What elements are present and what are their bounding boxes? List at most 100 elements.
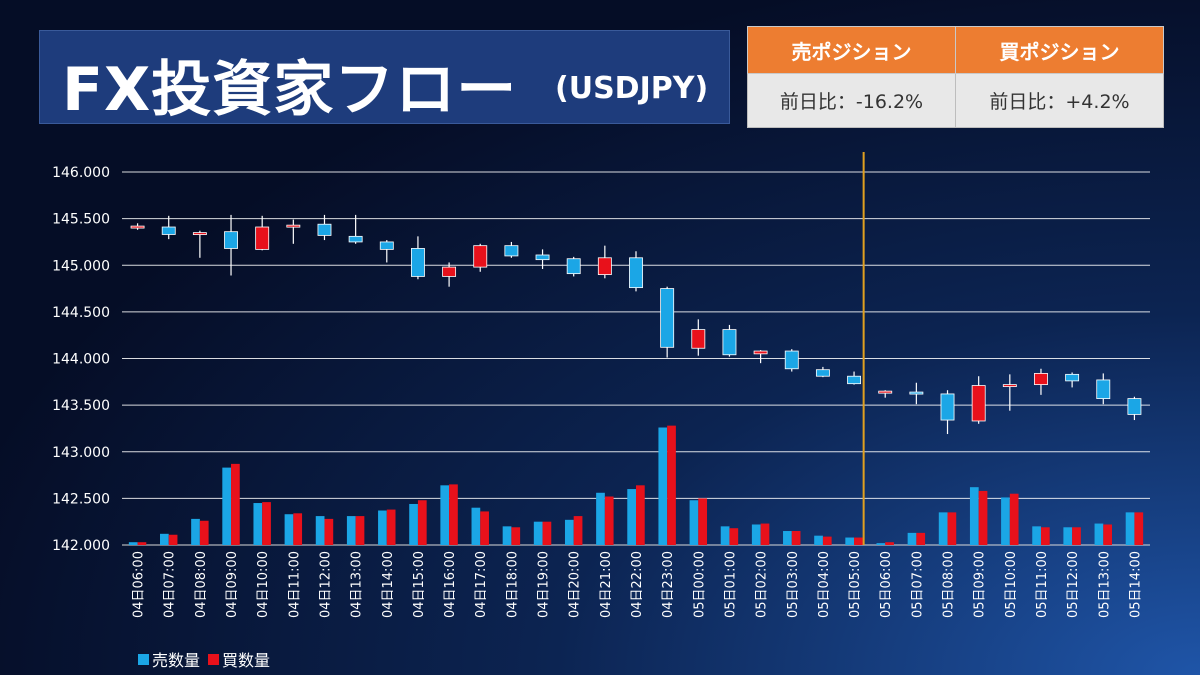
x-tick-label: 04日11:00: [287, 551, 302, 618]
buy-volume-bar: [978, 490, 988, 545]
x-tick-label: 04日22:00: [630, 551, 645, 618]
candle-body: [1065, 373, 1080, 382]
candle-body: [473, 245, 488, 268]
buy-volume-bar: [1134, 512, 1144, 545]
y-tick-label: 142.500: [52, 491, 110, 507]
x-tick-label: 04日15:00: [412, 551, 427, 618]
buy-volume-bar: [449, 484, 458, 545]
legend-sell: 売数量: [138, 647, 200, 671]
sell-position-header: 売ポジション: [747, 26, 956, 74]
x-tick-label: 04日09:00: [225, 551, 240, 618]
candle-body: [1096, 379, 1111, 399]
x-tick-label: 05日02:00: [755, 551, 770, 618]
sell-volume-bar: [533, 521, 543, 545]
sell-volume-bar: [346, 516, 356, 545]
buy-position-change: 前日比：+4.2%: [955, 73, 1164, 128]
chart-legend: 売数量 買数量: [138, 647, 278, 671]
buy-volume-bar: [822, 536, 832, 545]
legend-buy: 買数量: [208, 647, 270, 671]
candle-body: [597, 257, 612, 275]
x-tick-label: 05日12:00: [1066, 551, 1081, 618]
sell-volume-bar: [1063, 527, 1073, 545]
x-tick-label: 04日13:00: [350, 551, 365, 618]
buy-volume-bar: [262, 502, 271, 545]
sell-volume-bar: [689, 500, 699, 545]
candle-body: [971, 385, 986, 422]
sell-position-change: 前日比：-16.2%: [747, 73, 956, 128]
candle-body: [317, 223, 332, 236]
buy-volume-bar: [573, 516, 583, 545]
buy-volume-bar: [293, 513, 303, 545]
buy-volume-bar: [636, 485, 645, 545]
x-tick-label: 05日08:00: [942, 551, 957, 618]
legend-sell-swatch: [138, 653, 149, 665]
sell-volume-bar: [814, 535, 823, 545]
candle-body: [535, 254, 550, 261]
x-tick-label: 04日08:00: [194, 551, 209, 618]
buy-volume-bar: [542, 521, 552, 545]
x-tick-label: 04日16:00: [443, 551, 458, 618]
buy-volume-bar: [511, 527, 521, 545]
x-tick-label: 05日11:00: [1035, 551, 1050, 618]
sell-volume-bar: [720, 526, 730, 545]
buy-volume-bar: [698, 498, 708, 545]
buy-volume-bar: [604, 496, 614, 545]
candle-body: [379, 241, 394, 250]
candle-body: [629, 257, 643, 289]
sell-volume-bar: [876, 543, 886, 545]
sell-volume-bar: [253, 503, 263, 545]
legend-buy-label: 買数量: [222, 651, 271, 670]
x-tick-label: 04日20:00: [568, 551, 583, 618]
y-tick-label: 145.000: [52, 258, 110, 274]
buy-volume-bar: [1072, 527, 1081, 545]
x-tick-label: 05日14:00: [1128, 551, 1143, 618]
sell-volume-bar: [1125, 512, 1135, 545]
candle-body: [815, 369, 830, 377]
candle-body: [130, 225, 145, 229]
x-tick-label: 04日14:00: [381, 551, 396, 618]
sell-volume-bar: [502, 526, 512, 545]
y-tick-label: 144.000: [52, 352, 110, 368]
y-tick-label: 146.000: [52, 165, 110, 181]
buy-volume-bar: [1040, 527, 1050, 545]
sell-volume-bar: [1094, 523, 1104, 545]
position-table: 売ポジション 買ポジション 前日比：-16.2% 前日比：+4.2%: [747, 26, 1164, 128]
sell-volume-bar: [160, 533, 169, 545]
x-tick-label: 05日01:00: [723, 551, 738, 618]
x-tick-label: 04日18:00: [505, 551, 520, 618]
sell-volume-bar: [1001, 497, 1010, 545]
sell-volume-bar: [627, 489, 636, 545]
x-tick-label: 05日04:00: [817, 551, 832, 618]
candle-body: [1127, 398, 1142, 415]
candle-body: [348, 235, 363, 243]
buy-volume-bar: [137, 542, 147, 545]
candle-body: [660, 288, 675, 348]
sell-volume-bar: [751, 524, 761, 545]
candle-body: [504, 245, 519, 257]
sell-volume-bar: [907, 532, 917, 545]
x-tick-label: 05日05:00: [848, 551, 863, 618]
sell-volume-bar: [596, 492, 605, 545]
buy-volume-bar: [386, 509, 396, 545]
y-tick-label: 144.500: [52, 305, 110, 321]
x-tick-label: 04日23:00: [661, 551, 676, 618]
candle-body: [566, 258, 581, 275]
x-tick-label: 04日10:00: [256, 551, 271, 618]
sell-volume-bar: [658, 427, 668, 545]
sell-volume-bar: [128, 542, 138, 545]
sell-volume-bar: [440, 485, 450, 545]
x-tick-label: 05日13:00: [1097, 551, 1112, 618]
buy-volume-bar: [199, 520, 209, 545]
y-tick-label: 143.500: [52, 398, 110, 414]
buy-volume-bar: [1103, 524, 1112, 545]
x-tick-label: 04日06:00: [132, 551, 147, 618]
candle-body: [691, 329, 706, 349]
x-tick-label: 05日00:00: [692, 551, 707, 618]
buy-volume-bar: [729, 528, 739, 545]
buy-volume-bar: [417, 500, 427, 545]
sell-volume-bar: [378, 510, 387, 545]
candle-body: [410, 248, 425, 277]
sell-volume-bar: [1032, 526, 1041, 545]
buy-volume-bar: [480, 511, 489, 545]
candle-body: [161, 226, 176, 235]
